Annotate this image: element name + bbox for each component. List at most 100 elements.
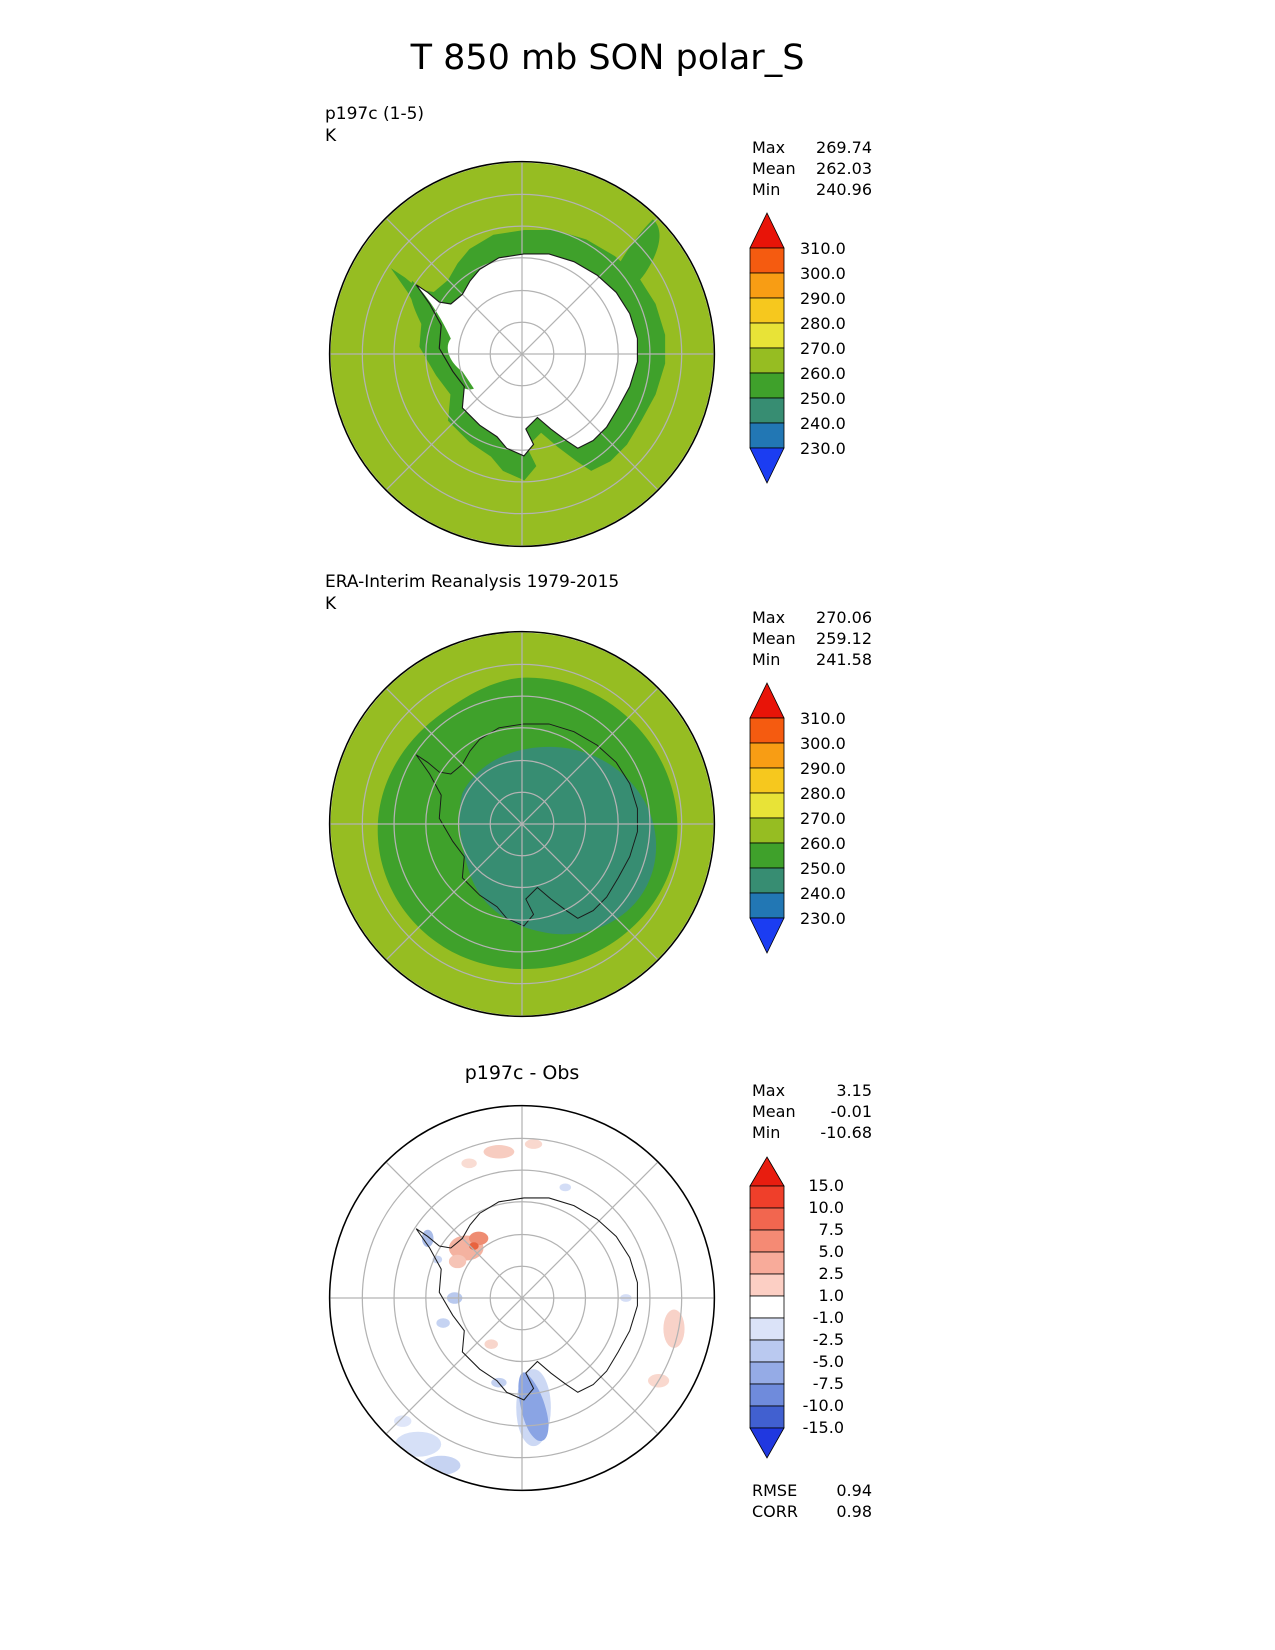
colorbar-tick: 270.0 (800, 339, 846, 358)
colorbar-tick: 250.0 (800, 859, 846, 878)
colorbar-tick: 15.0 (808, 1176, 844, 1195)
colorbar-tick: 2.5 (818, 1264, 844, 1283)
stats-panel1: Max 269.74 Mean 262.03 Min 240.96 (752, 137, 872, 200)
colorbar-tick: 310.0 (800, 239, 846, 258)
stat-mean-label: Mean (752, 1102, 796, 1121)
stat-row: Max 270.06 (752, 607, 872, 628)
colorbar-band (749, 422, 785, 449)
colorbar-tick: -10.0 (802, 1396, 844, 1415)
stat-max-label: Max (752, 1081, 786, 1100)
panel2-units: K (325, 594, 337, 614)
colorbar-tick: 1.0 (818, 1286, 844, 1305)
stats-panel3: Max 3.15 Mean -0.01 Min -10.68 (752, 1080, 872, 1143)
colorbar-band (749, 717, 785, 744)
colorbar-band (749, 767, 785, 794)
colorbar-tick: 7.5 (818, 1220, 844, 1239)
colorbar-tick: 290.0 (800, 759, 846, 778)
stat-row: Max 3.15 (752, 1080, 872, 1101)
peninsula-band-250-260 (410, 280, 474, 390)
colorbar-band (749, 792, 785, 819)
colorbar-labels-panel2: 310.0 300.0 290.0 280.0 270.0 260.0 250.… (800, 706, 846, 931)
colorbar-band (749, 347, 785, 374)
colorbar-tick: 260.0 (800, 364, 846, 383)
colorbar-band (749, 1251, 785, 1275)
colorbar-band (749, 397, 785, 424)
colorbar-band (749, 1339, 785, 1363)
colorbar-band (749, 1295, 785, 1319)
colorbar-band (749, 322, 785, 349)
stat-row: Mean -0.01 (752, 1101, 872, 1122)
colorbar-arrow-low (749, 917, 785, 954)
stat-mean-label: Mean (752, 159, 796, 178)
stat-mean-value: -0.01 (830, 1102, 872, 1121)
stat-max-value: 269.74 (816, 138, 872, 157)
stat-row: Min 240.96 (752, 179, 872, 200)
map-panel1-model (328, 160, 716, 548)
colorbar-tick: -5.0 (812, 1352, 844, 1371)
colorbar-arrow-low (749, 447, 785, 484)
colorbar-tick: -2.5 (812, 1330, 844, 1349)
metric-corr-label: CORR (752, 1502, 798, 1521)
map-border (328, 160, 716, 548)
colorbar-band (749, 1405, 785, 1429)
map-panel2-obs (328, 630, 716, 1018)
colorbar-labels-panel1: 310.0 300.0 290.0 280.0 270.0 260.0 250.… (800, 236, 846, 461)
metric-corr-value: 0.98 (836, 1502, 872, 1521)
stat-row: Min 241.58 (752, 649, 872, 670)
stat-max-value: 3.15 (836, 1081, 872, 1100)
colorbar-band (749, 1317, 785, 1341)
colorbar-tick: 280.0 (800, 314, 846, 333)
colorbar-band (749, 272, 785, 299)
stat-max-label: Max (752, 608, 786, 627)
contour-band-250-260 (390, 219, 666, 481)
colorbar-tick: 310.0 (800, 709, 846, 728)
stat-min-value: -10.68 (820, 1123, 872, 1142)
colorbar-band (749, 1185, 785, 1209)
colorbar-arrow-high (749, 212, 785, 249)
colorbar-band (749, 1361, 785, 1385)
stat-min-label: Min (752, 180, 781, 199)
gridlines (330, 632, 714, 1016)
stat-max-label: Max (752, 138, 786, 157)
metric-row: RMSE 0.94 (752, 1480, 872, 1501)
metrics-panel3: RMSE 0.94 CORR 0.98 (752, 1480, 872, 1522)
map-border (328, 1104, 716, 1492)
stat-row: Mean 259.12 (752, 628, 872, 649)
stat-row: Min -10.68 (752, 1122, 872, 1143)
stat-min-value: 240.96 (816, 180, 872, 199)
colorbar-band (749, 817, 785, 844)
stat-min-label: Min (752, 1123, 781, 1142)
stat-mean-value: 259.12 (816, 629, 872, 648)
colorbar-panel3 (749, 1156, 785, 1459)
colorbar-tick: 250.0 (800, 389, 846, 408)
map-border (328, 630, 716, 1018)
colorbar-band (749, 867, 785, 894)
colorbar-panel1 (749, 212, 785, 484)
colorbar-tick: 270.0 (800, 809, 846, 828)
colorbar-arrow-low (749, 1427, 785, 1459)
gridlines (330, 162, 714, 546)
colorbar-band (749, 1273, 785, 1297)
panel1-units: K (325, 126, 337, 146)
colorbar-labels-panel3: 15.0 10.0 7.5 5.0 2.5 1.0 -1.0 -2.5 -5.0… (796, 1175, 844, 1439)
colorbar-band (749, 892, 785, 919)
colorbar-band (749, 742, 785, 769)
colorbar-band (749, 297, 785, 324)
colorbar-band (749, 1383, 785, 1407)
figure-title: T 850 mb SON polar_S (410, 38, 805, 78)
colorbar-band (749, 842, 785, 869)
colorbar-tick: 240.0 (800, 414, 846, 433)
colorbar-tick: 5.0 (818, 1242, 844, 1261)
map-panel3-difference (328, 1104, 716, 1492)
metric-rmse-value: 0.94 (836, 1481, 872, 1500)
stat-row: Mean 262.03 (752, 158, 872, 179)
colorbar-tick: 10.0 (808, 1198, 844, 1217)
colorbar-tick: 240.0 (800, 884, 846, 903)
colorbar-tick: 300.0 (800, 264, 846, 283)
colorbar-arrow-high (749, 1156, 785, 1187)
stat-mean-label: Mean (752, 629, 796, 648)
colorbar-tick: -1.0 (812, 1308, 844, 1327)
stat-row: Max 269.74 (752, 137, 872, 158)
stat-max-value: 270.06 (816, 608, 872, 627)
